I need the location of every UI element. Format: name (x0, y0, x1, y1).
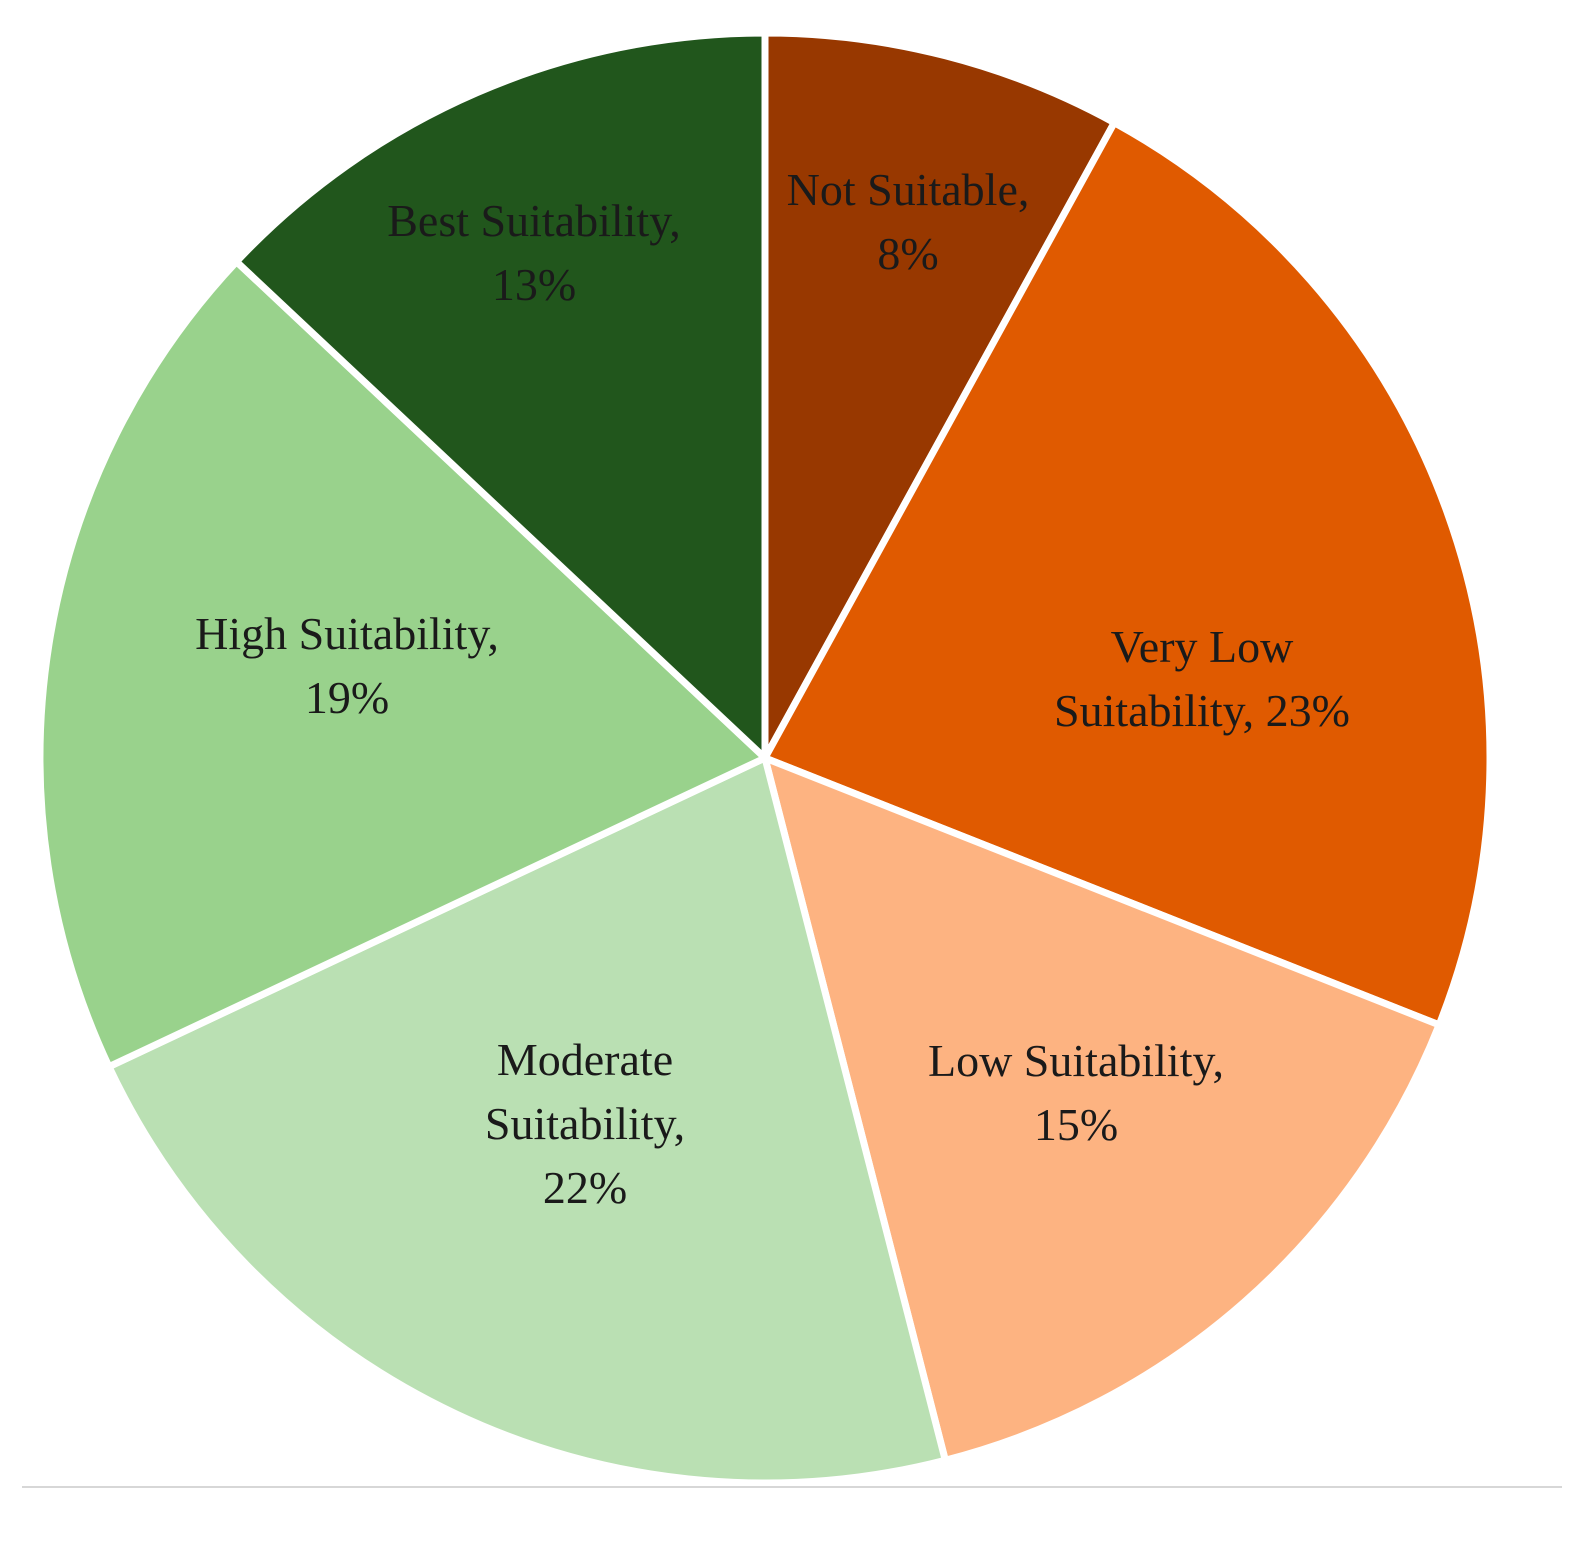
data-label-high-suitability: High Suitability, 19% (195, 608, 499, 723)
pie-slice-high-suitability (36, 256, 772, 1072)
data-label-line: 8% (877, 228, 938, 279)
pie-slice-best-suitability (231, 29, 769, 767)
data-label-very-low-suitability: Very Low Suitability, 23% (1054, 621, 1350, 736)
data-label-line: High Suitability, (195, 608, 499, 659)
data-label-not-suitable: Not Suitable, 8% (787, 164, 1030, 279)
bottom-divider (22, 1486, 1562, 1488)
data-label-line: 15% (1034, 1099, 1118, 1150)
pie-slice-not-suitable (761, 29, 1120, 760)
data-label-best-suitability: Best Suitability, 13% (387, 195, 680, 310)
pie-slice-moderate-suitability (104, 753, 950, 1487)
pie-data-labels: Not Suitable, 8% Very Low Suitability, 23% L… (195, 164, 1350, 1213)
data-label-line: 19% (305, 672, 389, 723)
data-label-line: Suitability, (485, 1098, 685, 1149)
data-label-low-suitability: Low Suitability, 15% (928, 1035, 1224, 1150)
data-label-moderate-suitability: Moderate Suitability, 22% (485, 1034, 685, 1213)
pie-slice-low-suitability (759, 752, 1444, 1465)
data-label-line: 22% (543, 1162, 627, 1213)
data-label-line: Best Suitability, (387, 195, 680, 246)
data-label-line: 13% (492, 259, 576, 310)
pie-slice-very-low-suitability (760, 117, 1494, 1030)
data-label-line: Very Low (1111, 621, 1294, 672)
data-label-line: Low Suitability, (928, 1035, 1224, 1086)
data-label-line: Suitability, 23% (1054, 685, 1350, 736)
data-label-line: Moderate (497, 1034, 673, 1085)
pie-slices (36, 29, 1494, 1487)
data-label-line: Not Suitable, (787, 164, 1030, 215)
